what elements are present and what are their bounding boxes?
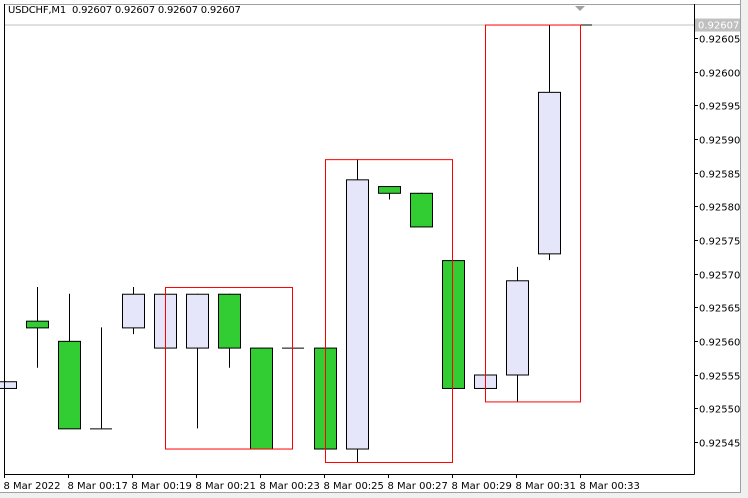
candle-00:19 (122, 287, 145, 335)
price-tick-label: 0.92555 (699, 372, 740, 383)
time-tick-label: 8 Mar 00:29 (452, 481, 512, 492)
candle-body (442, 260, 465, 389)
time-tick-label: 8 Mar 00:19 (132, 481, 192, 492)
price-tick-label: 0.92580 (699, 203, 740, 214)
price-tick-label: 0.92605 (699, 35, 740, 46)
time-tick-label: 8 Mar 00:21 (196, 481, 256, 492)
candlestick-chart[interactable]: 0.92605 0.92600 0.92595 0.92590 0.92585 0.925… (0, 0, 740, 492)
candle-body (250, 347, 273, 450)
price-tick-label: 0.92570 (699, 271, 740, 282)
price-tick-label: 0.92565 (699, 304, 740, 315)
red-rectangle-1 (165, 287, 293, 450)
time-tick-label: 8 Mar 00:23 (260, 481, 320, 492)
ohlc-readout: 0.92607 0.92607 0.92607 0.92607 (71, 5, 241, 16)
candle-body (506, 280, 529, 376)
time-tick-label: 8 Mar 00:27 (388, 481, 448, 492)
candle-body (218, 293, 241, 349)
symbol-label: USDCHF,M1 (8, 5, 66, 16)
candle-00:31 (506, 266, 529, 402)
candle-00:21 (186, 293, 209, 429)
price-tick-label: 0.92575 (699, 237, 740, 248)
time-tick-label: 8 Mar 2022 (4, 481, 61, 492)
candle-00:16 (26, 287, 49, 368)
time-tick-label: 8 Mar 00:17 (68, 481, 128, 492)
candle-body (346, 179, 369, 450)
price-tick-label: 0.92595 (699, 102, 740, 113)
current-price-label: 0.92607 (698, 21, 739, 32)
price-tick-label: 0.92550 (699, 405, 740, 416)
candle-00:22 (218, 293, 241, 368)
price-tick-label: 0.92545 (699, 439, 740, 450)
time-tick-label: 8 Mar 00:25 (324, 481, 384, 492)
candle-00:17 (58, 293, 81, 430)
candle-00:18 (90, 327, 112, 430)
candle-body (538, 91, 561, 255)
price-tick-label: 0.92585 (699, 170, 740, 181)
candle-00:23 (250, 347, 273, 450)
chart-title: USDCHF,M1 0.92607 0.92607 0.92607 0.9260… (8, 5, 241, 16)
candle-00:27 (378, 186, 401, 200)
candle-00:26 (346, 159, 369, 462)
candle-body (122, 293, 145, 329)
red-rectangle-2 (325, 159, 453, 463)
candle-body (186, 293, 209, 349)
time-tick-label: 8 Mar 00:31 (516, 481, 576, 492)
candle-00:32 (538, 24, 561, 261)
candle-body (58, 340, 81, 430)
red-rectangle-3 (485, 24, 581, 403)
candle-body (410, 192, 433, 228)
candle-body (0, 381, 17, 389)
candle-00:15 (0, 381, 17, 389)
candle-body (26, 320, 49, 329)
candle-body (378, 186, 401, 194)
time-tick-label: 8 Mar 00:33 (580, 481, 640, 492)
price-tick-label: 0.92560 (699, 338, 740, 349)
candle-00:28 (410, 192, 433, 228)
chart-shift-marker-icon (575, 6, 585, 11)
candle-00:29 (442, 260, 465, 389)
price-tick-label: 0.92600 (699, 69, 740, 80)
price-tick-label: 0.92590 (699, 136, 740, 147)
current-price-label-bg (695, 18, 740, 32)
